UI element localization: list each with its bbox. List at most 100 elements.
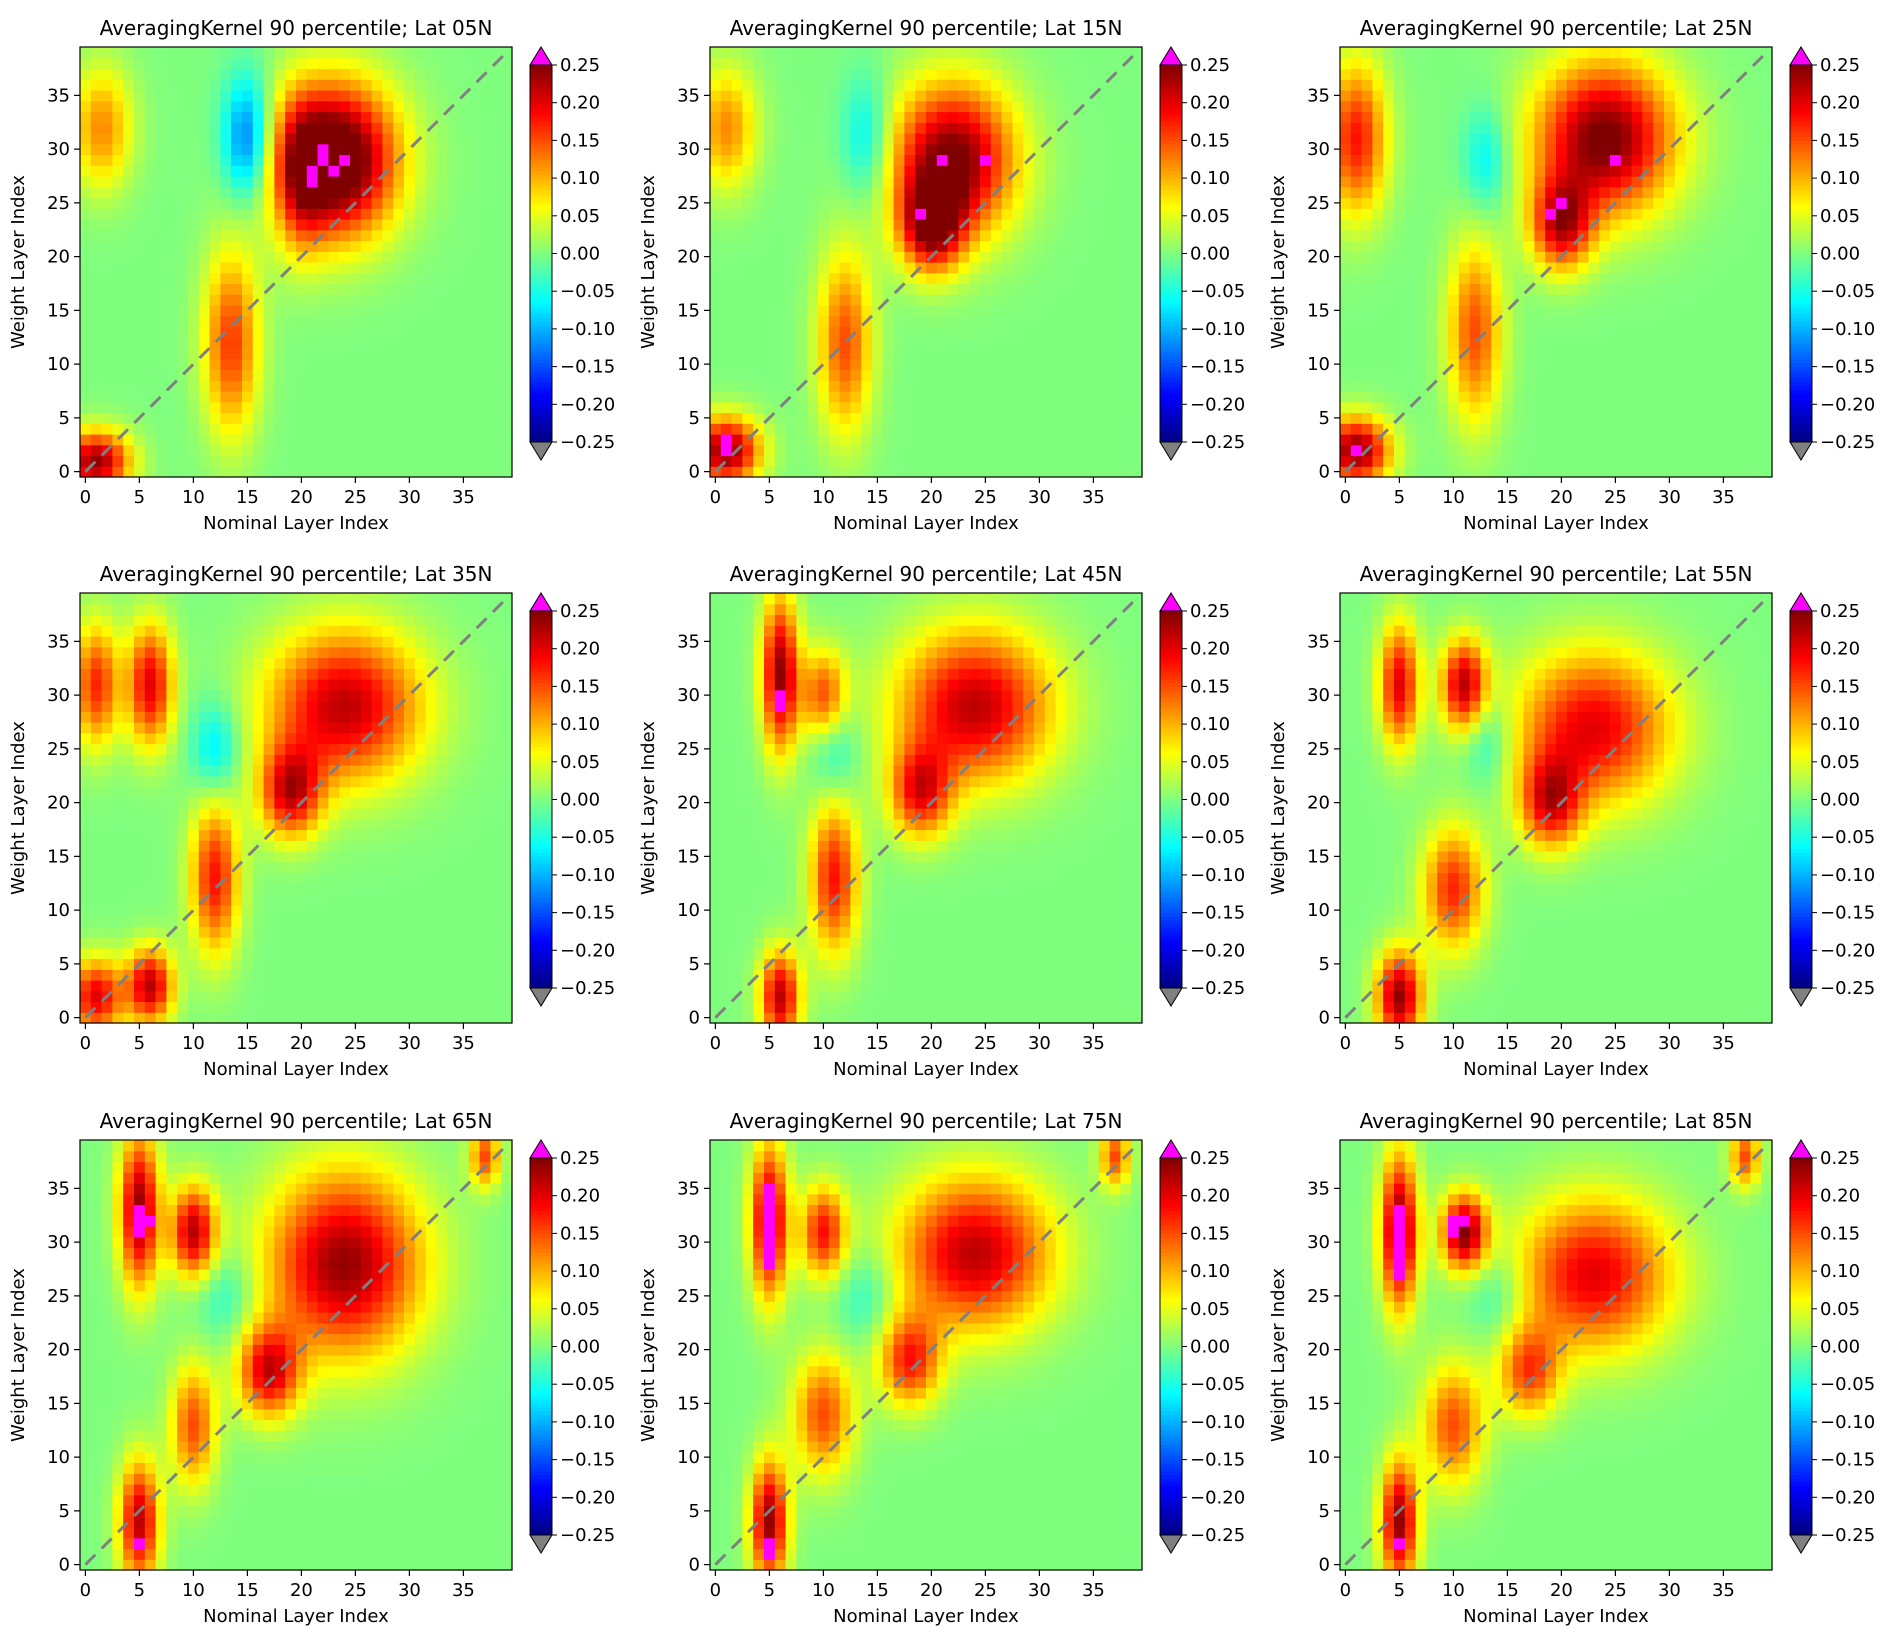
heatmap-cell xyxy=(404,176,415,187)
heatmap-cell xyxy=(372,402,383,413)
heatmap-cell xyxy=(1642,466,1653,477)
heatmap-cell xyxy=(242,208,253,219)
heatmap-cell xyxy=(1707,262,1718,273)
heatmap-cell xyxy=(1131,294,1142,305)
heatmap-cell xyxy=(253,251,264,262)
heatmap-cell xyxy=(840,391,851,402)
heatmap-cell xyxy=(220,262,231,273)
heatmap-cell xyxy=(753,69,764,80)
heatmap-cell xyxy=(274,305,285,316)
colorbar-segment xyxy=(530,299,552,303)
heatmap-cell xyxy=(829,445,840,456)
heatmap-cell xyxy=(1066,423,1077,434)
heatmap-cell xyxy=(1534,327,1545,338)
heatmap-cell xyxy=(1120,101,1131,112)
heatmap-cell xyxy=(937,305,948,316)
heatmap-cell xyxy=(775,155,786,166)
heatmap-cell xyxy=(436,133,447,144)
heatmap-cell xyxy=(1632,284,1643,295)
heatmap-cell xyxy=(710,402,721,413)
heatmap-cell xyxy=(894,316,905,327)
heatmap-cell xyxy=(1632,262,1643,273)
heatmap-cell xyxy=(501,90,512,101)
heatmap-cell xyxy=(199,122,210,133)
heatmap-cell xyxy=(807,413,818,424)
heatmap-cell xyxy=(850,316,861,327)
heatmap-cell xyxy=(1099,391,1110,402)
heatmap-cell xyxy=(210,413,221,424)
heatmap-cell xyxy=(807,58,818,69)
heatmap-cell xyxy=(991,284,1002,295)
heatmap-cell xyxy=(1448,241,1459,252)
heatmap-cell xyxy=(296,327,307,338)
heatmap-cell xyxy=(958,348,969,359)
heatmap-cell xyxy=(1340,219,1351,230)
heatmap-cell xyxy=(775,348,786,359)
heatmap-cell xyxy=(1686,359,1697,370)
heatmap-cell xyxy=(775,284,786,295)
heatmap-cell xyxy=(1056,402,1067,413)
heatmap-cell xyxy=(1351,133,1362,144)
heatmap-cell xyxy=(1534,423,1545,434)
heatmap-cell xyxy=(915,273,926,284)
heatmap-cell xyxy=(382,219,393,230)
heatmap-cell xyxy=(134,101,145,112)
heatmap-cell xyxy=(1588,144,1599,155)
heatmap-cell xyxy=(1718,79,1729,90)
heatmap-cell xyxy=(1588,69,1599,80)
heatmap-cell xyxy=(1077,370,1088,381)
heatmap-cell xyxy=(1056,294,1067,305)
heatmap-cell xyxy=(1120,445,1131,456)
heatmap-cell xyxy=(1066,370,1077,381)
heatmap-cell xyxy=(339,165,350,176)
heatmap-cell xyxy=(1110,370,1121,381)
heatmap-cell xyxy=(393,112,404,123)
heatmap-cell xyxy=(1632,456,1643,467)
heatmap-cell xyxy=(123,456,134,467)
heatmap-cell xyxy=(991,348,1002,359)
heatmap-cell xyxy=(242,219,253,230)
heatmap-cell xyxy=(937,58,948,69)
heatmap-cell xyxy=(372,58,383,69)
heatmap-cell xyxy=(807,327,818,338)
heatmap-cell xyxy=(328,273,339,284)
heatmap-cell xyxy=(1023,187,1034,198)
heatmap-cell xyxy=(296,273,307,284)
heatmap-cell xyxy=(1621,305,1632,316)
heatmap-cell xyxy=(458,284,469,295)
heatmap-cell xyxy=(166,391,177,402)
heatmap-cell xyxy=(1362,305,1373,316)
heatmap-cell xyxy=(1470,262,1481,273)
heatmap-cell xyxy=(264,241,275,252)
heatmap-cell xyxy=(850,58,861,69)
heatmap-cell xyxy=(1437,434,1448,445)
heatmap-cell xyxy=(339,305,350,316)
heatmap-cell xyxy=(274,380,285,391)
heatmap-cell xyxy=(501,294,512,305)
heatmap-cell xyxy=(1621,144,1632,155)
heatmap-cell xyxy=(861,198,872,209)
heatmap-cell xyxy=(1653,79,1664,90)
colorbar-segment xyxy=(530,254,552,258)
heatmap-cell xyxy=(1621,165,1632,176)
heatmap-cell xyxy=(253,144,264,155)
heatmap-cell xyxy=(415,69,426,80)
heatmap-cell xyxy=(296,423,307,434)
heatmap-cell xyxy=(1675,316,1686,327)
heatmap-cell xyxy=(958,294,969,305)
heatmap-cell xyxy=(404,69,415,80)
heatmap-cell xyxy=(166,445,177,456)
heatmap-cell xyxy=(1642,58,1653,69)
heatmap-cell xyxy=(426,445,437,456)
colorbar-segment xyxy=(530,431,552,435)
heatmap-cell xyxy=(210,198,221,209)
heatmap-cell xyxy=(1426,241,1437,252)
heatmap-cell xyxy=(1480,466,1491,477)
heatmap-cell xyxy=(1351,58,1362,69)
heatmap-cell xyxy=(1675,434,1686,445)
heatmap-cell xyxy=(1578,391,1589,402)
heatmap-cell xyxy=(991,112,1002,123)
heatmap-cell xyxy=(883,241,894,252)
heatmap-cell xyxy=(732,337,743,348)
heatmap-cell xyxy=(1642,456,1653,467)
